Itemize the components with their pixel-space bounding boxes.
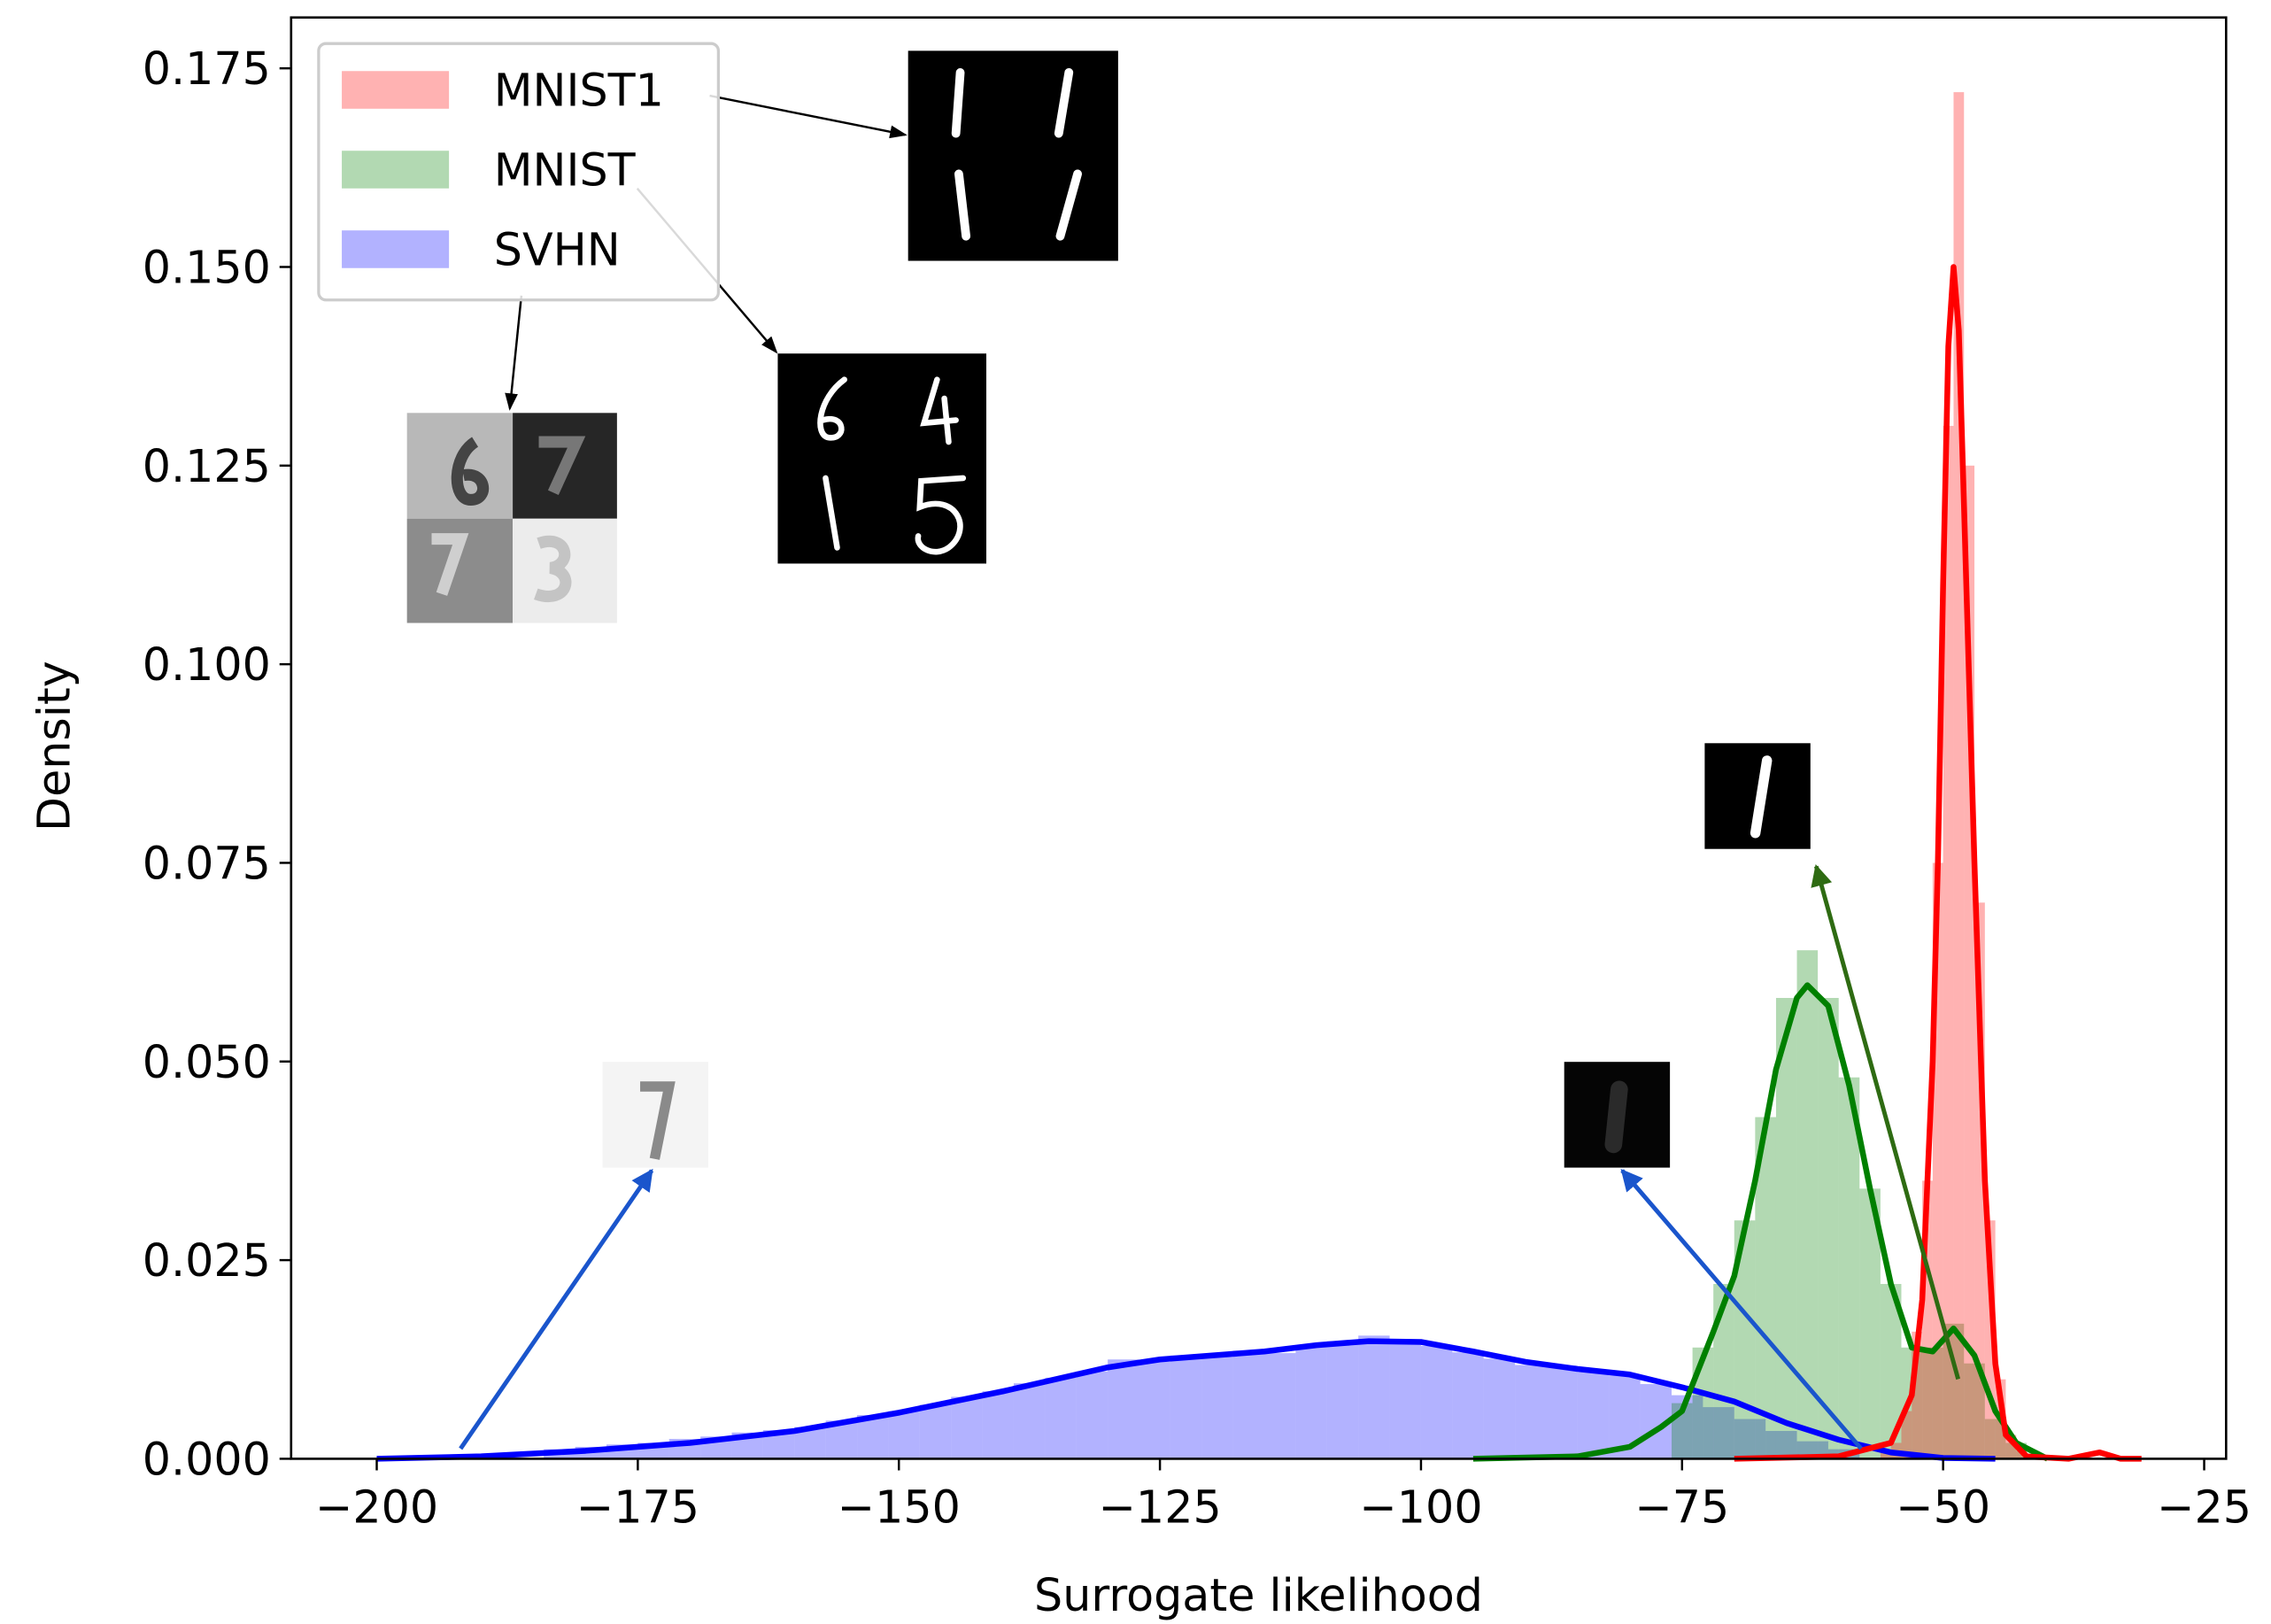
histogram-bar xyxy=(1170,1355,1202,1459)
histogram-bar xyxy=(1943,425,1954,1459)
histogram-bar xyxy=(982,1391,1014,1459)
y-tick-label: 0.050 xyxy=(143,1036,271,1088)
x-tick-label: −150 xyxy=(838,1481,961,1533)
x-tick-label: −25 xyxy=(2157,1481,2252,1533)
histogram-bar xyxy=(1932,862,1943,1459)
histogram-bar xyxy=(1922,1180,1933,1459)
thumbnail-seven xyxy=(602,1062,708,1168)
x-tick-label: −125 xyxy=(1098,1481,1221,1533)
histogram-bar xyxy=(1045,1377,1077,1459)
histogram-bar xyxy=(1880,1450,1891,1459)
x-tick-label: −200 xyxy=(315,1481,438,1533)
histogram-bar xyxy=(888,1411,920,1459)
histogram-bar xyxy=(1232,1350,1265,1459)
histogram-bar xyxy=(1964,1363,1985,1459)
histogram-bar xyxy=(1546,1366,1578,1459)
histogram-bar xyxy=(1264,1353,1296,1459)
y-tick-label: 0.175 xyxy=(143,43,271,95)
x-tick-label: −175 xyxy=(576,1481,699,1533)
histogram-bar xyxy=(919,1404,952,1459)
histogram-bar xyxy=(1765,1430,1797,1459)
legend-label: MNIST1 xyxy=(494,65,664,117)
axes-frame xyxy=(290,16,2228,1460)
legend-swatch xyxy=(342,230,450,268)
thumbnail-mnist xyxy=(777,353,987,564)
thumbnail-one xyxy=(1704,743,1811,849)
histogram-bar xyxy=(1984,1419,2006,1459)
histogram-bar xyxy=(1859,1188,1881,1459)
histogram-bar xyxy=(1713,1284,1734,1459)
x-tick-label: −100 xyxy=(1359,1481,1482,1533)
y-tick-label: 0.075 xyxy=(143,837,271,889)
histogram-bar xyxy=(1901,1411,1912,1459)
histogram-bar xyxy=(1515,1365,1547,1459)
histogram-bar xyxy=(1013,1383,1046,1459)
histogram-bar xyxy=(1838,1077,1860,1459)
histogram-bar xyxy=(1139,1361,1170,1459)
kde-line xyxy=(1472,982,2050,1462)
histogram-bar xyxy=(1775,997,1797,1459)
y-tick-label: 0.125 xyxy=(143,440,271,492)
histogram-bar xyxy=(1796,950,1819,1459)
kde-line xyxy=(376,1338,1996,1462)
y-tick-label: 0.000 xyxy=(143,1433,271,1485)
histogram-bar xyxy=(1703,1407,1734,1459)
thumbnail-svhn xyxy=(406,413,617,623)
histogram-bar xyxy=(1672,1395,1703,1459)
histogram-bar xyxy=(1734,1419,1766,1459)
x-tick-label: −75 xyxy=(1634,1481,1729,1533)
histogram-bar xyxy=(1326,1341,1359,1459)
histogram-bar xyxy=(1452,1352,1484,1459)
histogram-bar xyxy=(1901,1347,1923,1459)
histogram-bar xyxy=(1076,1371,1108,1459)
histogram-bar xyxy=(1964,465,1975,1459)
histogram-bar xyxy=(1943,1323,1965,1459)
legend: MNIST1 MNIST SVHN xyxy=(317,42,721,302)
legend-swatch xyxy=(342,151,450,189)
plot-area xyxy=(376,92,2142,1462)
histogram-bar xyxy=(857,1415,889,1459)
histogram-bar xyxy=(1953,92,1965,1459)
histogram-bar xyxy=(1295,1345,1327,1459)
histogram-bar xyxy=(1358,1335,1390,1459)
histogram-bar xyxy=(1734,1220,1756,1459)
legend-label: MNIST xyxy=(494,143,637,196)
thumbnail-mnist1 xyxy=(908,50,1118,261)
legend-swatch xyxy=(342,71,450,109)
histogram-bar xyxy=(1984,1220,1996,1459)
histogram-bar xyxy=(1755,1117,1776,1459)
y-tick-label: 0.150 xyxy=(143,241,271,293)
histogram-bar xyxy=(1912,1331,1923,1459)
histogram-bar xyxy=(1389,1342,1421,1459)
x-tick-label: −50 xyxy=(1896,1481,1990,1533)
histogram-bar xyxy=(1420,1345,1453,1459)
histogram-bar xyxy=(1483,1358,1516,1459)
histogram-bar xyxy=(1922,1347,1943,1459)
legend-label: SVHN xyxy=(494,223,621,275)
y-tick-label: 0.100 xyxy=(143,638,271,691)
x-axis-label: Surrogate likelihood xyxy=(1034,1569,1483,1621)
histogram-bar xyxy=(1818,997,1839,1459)
histogram-bar xyxy=(1880,1284,1902,1459)
histogram-bar xyxy=(951,1396,983,1459)
histogram-bar xyxy=(2005,1435,2017,1459)
histogram-bar xyxy=(1108,1359,1139,1459)
thumbnail-dark xyxy=(1564,1062,1671,1168)
histogram-bar xyxy=(1974,902,1985,1459)
y-axis-label: Density xyxy=(28,661,81,831)
histogram-bar xyxy=(1577,1372,1610,1459)
y-tick-label: 0.025 xyxy=(143,1234,271,1287)
histogram-bar xyxy=(1201,1357,1233,1459)
